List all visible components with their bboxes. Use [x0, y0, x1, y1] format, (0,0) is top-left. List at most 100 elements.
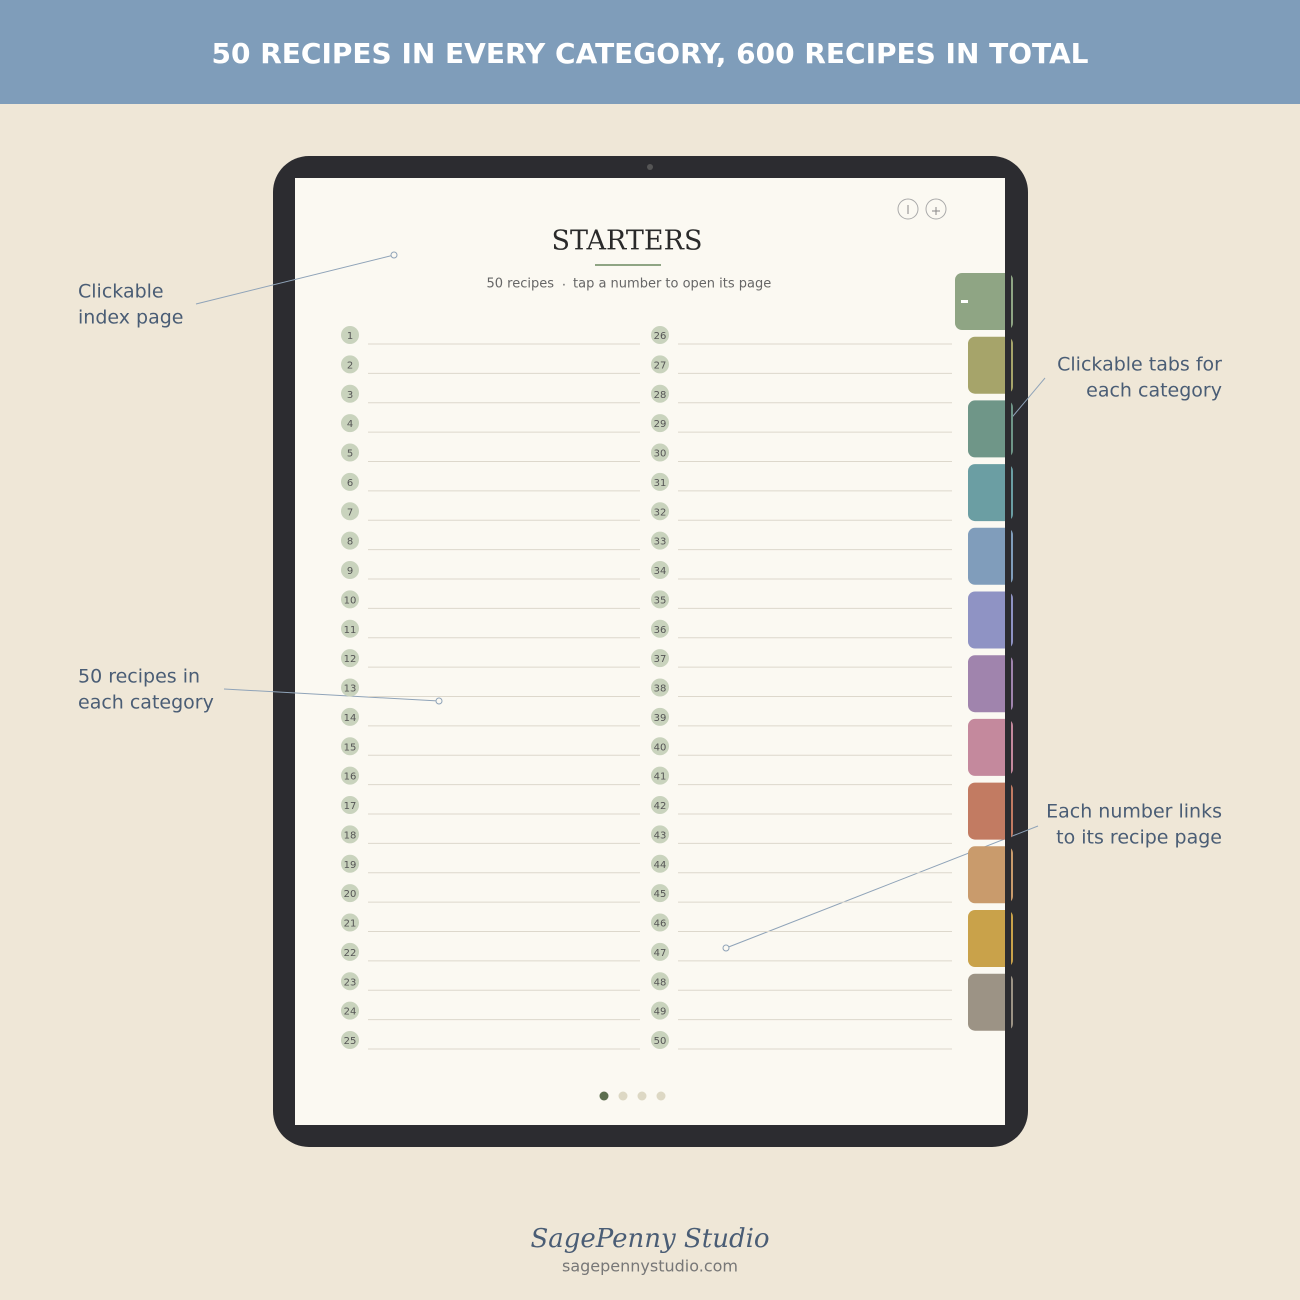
entry-number[interactable]: 38 [654, 684, 667, 695]
entry-number[interactable]: 16 [344, 772, 357, 783]
entry-number-badge[interactable] [341, 854, 359, 873]
entry-number-badge[interactable] [341, 942, 359, 961]
entry-number-badge[interactable] [341, 972, 359, 991]
entry-number[interactable]: 10 [344, 595, 357, 606]
entry-number[interactable]: 50 [654, 1036, 667, 1047]
entry-number-badge[interactable] [651, 384, 669, 403]
entry-number[interactable]: 27 [654, 360, 667, 371]
entry-number-badge[interactable] [651, 326, 669, 344]
entry-number-badge[interactable] [341, 825, 359, 844]
category-tab[interactable] [968, 464, 1013, 522]
entry-number[interactable]: 12 [344, 654, 357, 665]
entry-number[interactable]: 15 [344, 742, 357, 753]
entry-number[interactable]: 36 [654, 625, 667, 636]
entry-number[interactable]: 48 [654, 977, 667, 988]
page-dot[interactable] [599, 1091, 609, 1101]
entry-number-badge[interactable] [651, 1001, 669, 1020]
category-tab[interactable] [968, 846, 1013, 904]
entry-number[interactable]: 39 [654, 713, 667, 724]
entry-number-badge[interactable] [341, 472, 359, 491]
entry-number[interactable]: 22 [344, 948, 357, 959]
entry-number[interactable]: 42 [654, 801, 667, 812]
entry-number-badge[interactable] [341, 384, 359, 403]
entry-number[interactable]: 31 [654, 478, 667, 489]
entry-number-badge[interactable] [651, 678, 669, 697]
entry-number-badge[interactable] [341, 884, 359, 903]
entry-number[interactable]: 14 [344, 713, 357, 724]
entry-number[interactable]: 4 [347, 419, 353, 430]
entry-number-badge[interactable] [651, 1031, 669, 1049]
page-dot[interactable] [618, 1091, 628, 1101]
entry-number[interactable]: 40 [654, 742, 667, 753]
entry-number[interactable]: 44 [654, 860, 667, 871]
category-tab[interactable] [968, 718, 1013, 776]
entry-number-badge[interactable] [341, 1001, 359, 1020]
entry-number[interactable]: 8 [347, 537, 353, 548]
entry-number-badge[interactable] [651, 561, 669, 579]
entry-number[interactable]: 28 [654, 390, 667, 401]
entry-number-badge[interactable] [341, 561, 359, 579]
page-dot[interactable] [637, 1091, 647, 1101]
category-tab[interactable] [968, 400, 1013, 458]
entry-number-badge[interactable] [651, 796, 669, 814]
info-icon[interactable] [897, 198, 919, 220]
page-dot[interactable] [656, 1091, 666, 1101]
entry-number-badge[interactable] [651, 766, 669, 785]
entry-number[interactable]: 1 [347, 331, 353, 342]
category-tab[interactable] [968, 336, 1013, 394]
entry-number[interactable]: 35 [654, 595, 667, 606]
category-tab[interactable] [968, 655, 1013, 713]
entry-number[interactable]: 24 [344, 1007, 357, 1018]
entry-number[interactable]: 47 [654, 948, 667, 959]
entry-number-badge[interactable] [341, 326, 359, 344]
category-tab[interactable] [955, 273, 1013, 330]
entry-number-badge[interactable] [341, 678, 359, 697]
entry-number[interactable]: 46 [654, 919, 667, 930]
entry-number-badge[interactable] [651, 531, 669, 550]
entry-number-badge[interactable] [341, 619, 359, 638]
entry-number[interactable]: 2 [347, 360, 353, 371]
entry-number-badge[interactable] [341, 414, 359, 433]
entry-number[interactable]: 7 [347, 507, 353, 518]
entry-number[interactable]: 49 [654, 1007, 667, 1018]
entry-number-badge[interactable] [651, 972, 669, 991]
entry-number[interactable]: 13 [344, 684, 357, 695]
entry-number-badge[interactable] [651, 502, 669, 521]
entry-number-badge[interactable] [651, 649, 669, 668]
entry-number[interactable]: 32 [654, 507, 667, 518]
entry-number-badge[interactable] [651, 884, 669, 903]
entry-number[interactable]: 3 [347, 390, 353, 401]
entry-number[interactable]: 11 [344, 625, 357, 636]
entry-number-badge[interactable] [341, 913, 359, 932]
category-tab[interactable] [968, 910, 1013, 967]
entry-number-badge[interactable] [651, 854, 669, 873]
entry-number-badge[interactable] [341, 766, 359, 785]
entry-number-badge[interactable] [651, 619, 669, 638]
entry-number[interactable]: 23 [344, 977, 357, 988]
entry-number-badge[interactable] [341, 1031, 359, 1049]
entry-number-badge[interactable] [341, 649, 359, 668]
entry-number[interactable]: 19 [344, 860, 357, 871]
entry-number[interactable]: 45 [654, 889, 667, 900]
entry-number[interactable]: 21 [344, 919, 357, 930]
entry-number-badge[interactable] [651, 942, 669, 961]
entry-number[interactable]: 18 [344, 830, 357, 841]
entry-number[interactable]: 34 [654, 566, 667, 577]
category-tab[interactable] [968, 527, 1013, 585]
entry-number[interactable]: 17 [344, 801, 357, 812]
entry-number-badge[interactable] [341, 707, 359, 726]
entry-number[interactable]: 30 [654, 449, 667, 460]
entry-number-badge[interactable] [651, 472, 669, 491]
entry-number[interactable]: 9 [347, 566, 353, 577]
entry-number[interactable]: 26 [654, 331, 667, 342]
entry-number-badge[interactable] [651, 737, 669, 756]
entry-number-badge[interactable] [341, 796, 359, 814]
entry-number-badge[interactable] [651, 443, 669, 462]
entry-number[interactable]: 43 [654, 830, 667, 841]
entry-number-badge[interactable] [341, 443, 359, 462]
entry-number-badge[interactable] [341, 502, 359, 521]
entry-number[interactable]: 20 [344, 889, 357, 900]
entry-number[interactable]: 37 [654, 654, 667, 665]
entry-number-badge[interactable] [651, 590, 669, 609]
entry-number-badge[interactable] [341, 590, 359, 609]
